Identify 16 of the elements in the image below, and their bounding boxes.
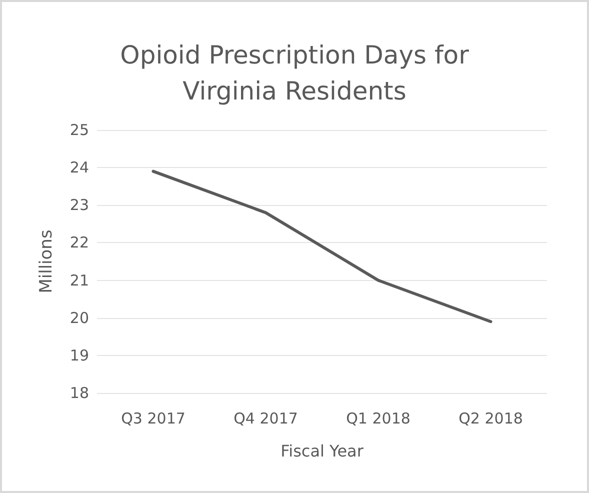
x-axis-title: Fiscal Year [280, 442, 364, 460]
x-tick-label: Q3 2017 [121, 410, 186, 428]
y-tick-label: 25 [70, 121, 89, 139]
y-tick-label: 19 [70, 346, 89, 364]
y-tick-label: 22 [70, 234, 89, 252]
y-tick-label: 23 [70, 196, 89, 214]
y-tick-label: 21 [70, 271, 89, 290]
x-tick-label: Q1 2018 [346, 410, 410, 428]
x-tick-label: Q4 2017 [234, 410, 298, 428]
y-axis-title: Millions [36, 230, 56, 294]
line-series [152, 170, 492, 324]
y-tick-label: 18 [70, 384, 89, 402]
y-tick-label: 20 [70, 308, 89, 327]
y-tick-label: 24 [70, 158, 89, 177]
x-tick-label: Q2 2018 [458, 410, 523, 428]
chart-title: Opioid Prescription Days for Virginia Residents [120, 40, 470, 106]
